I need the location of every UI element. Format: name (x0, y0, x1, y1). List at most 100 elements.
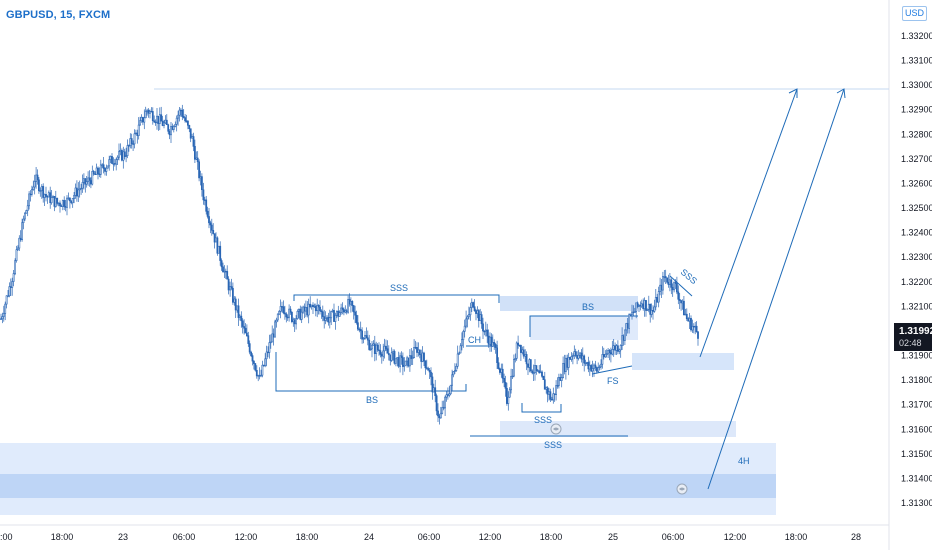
zone-bs-upper[interactable] (500, 296, 638, 311)
candle-body (400, 355, 403, 358)
candle-body (196, 157, 199, 163)
candle-body (522, 349, 525, 357)
candle-body (267, 351, 269, 354)
candle-body (366, 337, 369, 341)
candle-body (695, 325, 698, 333)
candle-body (290, 311, 293, 322)
eye-icon-2[interactable] (676, 483, 688, 495)
candle-body (47, 192, 50, 198)
zone-current[interactable] (632, 353, 734, 370)
candle-body (545, 387, 548, 390)
candle-body (116, 156, 119, 160)
candle-body (154, 121, 157, 124)
candle-body (392, 351, 395, 354)
candle-body (195, 157, 198, 160)
candle-body (486, 329, 489, 337)
candle-body (241, 320, 244, 327)
candle-body (140, 117, 143, 122)
candle-body (539, 371, 542, 374)
candle-body (128, 145, 130, 147)
candle-body (532, 372, 535, 374)
candle-body (571, 355, 574, 357)
candle-body (598, 366, 601, 368)
candle-body (531, 370, 534, 374)
candle-body (591, 368, 594, 372)
candle-body (427, 368, 430, 371)
symbol-title[interactable]: GBPUSD, 15, FXCM (6, 9, 111, 21)
candle-body (95, 167, 98, 175)
candle-body (130, 138, 133, 144)
currency-button[interactable]: USD (902, 6, 928, 21)
candle-body (455, 365, 458, 371)
candle-body (137, 124, 140, 136)
candle-body (56, 197, 59, 204)
candle-body (684, 313, 687, 316)
candle-body (487, 335, 490, 345)
time-tick-label: 12:00 (235, 532, 258, 542)
candle-body (472, 302, 475, 307)
candle-body (444, 396, 447, 409)
candle-body (78, 188, 81, 191)
candle-body (467, 314, 470, 318)
candle-body (403, 364, 406, 367)
candle-body (42, 186, 45, 198)
candle-body (337, 310, 340, 317)
candle-body (389, 354, 392, 361)
candle-body (25, 210, 28, 214)
candle-body (125, 155, 128, 157)
candle-body (541, 371, 543, 377)
candle-body (677, 291, 680, 300)
time-tick-label: 25 (608, 532, 618, 542)
candle-body (87, 177, 90, 182)
candle-body (288, 308, 291, 318)
candle-body (449, 384, 452, 395)
candle-body (171, 126, 174, 130)
candle-body (484, 329, 487, 332)
candle-body (557, 377, 560, 386)
price-tick-label: 1.31400 (901, 473, 932, 483)
candle-body (456, 353, 459, 367)
candle-body (184, 117, 187, 122)
candle-body (618, 349, 621, 352)
candle-body (510, 375, 513, 391)
candle-body (438, 415, 441, 419)
candle-body (97, 167, 99, 175)
candle-body (205, 199, 208, 212)
candle-body (156, 115, 158, 123)
candle-body (26, 205, 29, 211)
candle-body (67, 197, 70, 200)
price-axis[interactable]: 1.33200 1.33100 1.33000 1.32900 1.32800 1.327… (901, 31, 932, 508)
label-sss-diag: SSS (679, 267, 699, 286)
zone-4h-inner[interactable] (0, 474, 776, 498)
candle-body (146, 109, 149, 112)
candle-body (142, 117, 144, 123)
candle-body (220, 260, 223, 268)
candle-body (576, 355, 579, 359)
candle-body (604, 353, 607, 358)
candle-body (549, 391, 552, 400)
price-tick-label: 1.32300 (901, 252, 932, 262)
time-axis[interactable]: :00 18:00 23 06:00 12:00 18:00 24 06:00 12:00 18:… (0, 532, 861, 542)
candle-body (102, 164, 105, 169)
zone-bs-box[interactable] (530, 316, 638, 340)
candle-body (397, 357, 400, 367)
candle-body (321, 311, 324, 317)
candle-body (258, 375, 261, 377)
candle-body (564, 357, 567, 372)
candle-body (373, 343, 376, 354)
candle-body (99, 164, 102, 175)
candle-body (70, 200, 73, 204)
label-sss-mid: SSS (534, 415, 552, 425)
candle-body (109, 156, 112, 160)
candle-body (174, 124, 177, 127)
candle-body (165, 119, 168, 125)
candle-body (12, 273, 15, 282)
current-price: 1.31992 (899, 326, 932, 337)
price-tick-label: 1.33200 (901, 31, 932, 41)
projection-arrows[interactable] (699, 88, 846, 490)
price-tick-label: 1.32400 (901, 228, 932, 238)
price-tick-label: 1.33000 (901, 80, 932, 90)
eye-icon[interactable] (550, 423, 562, 435)
